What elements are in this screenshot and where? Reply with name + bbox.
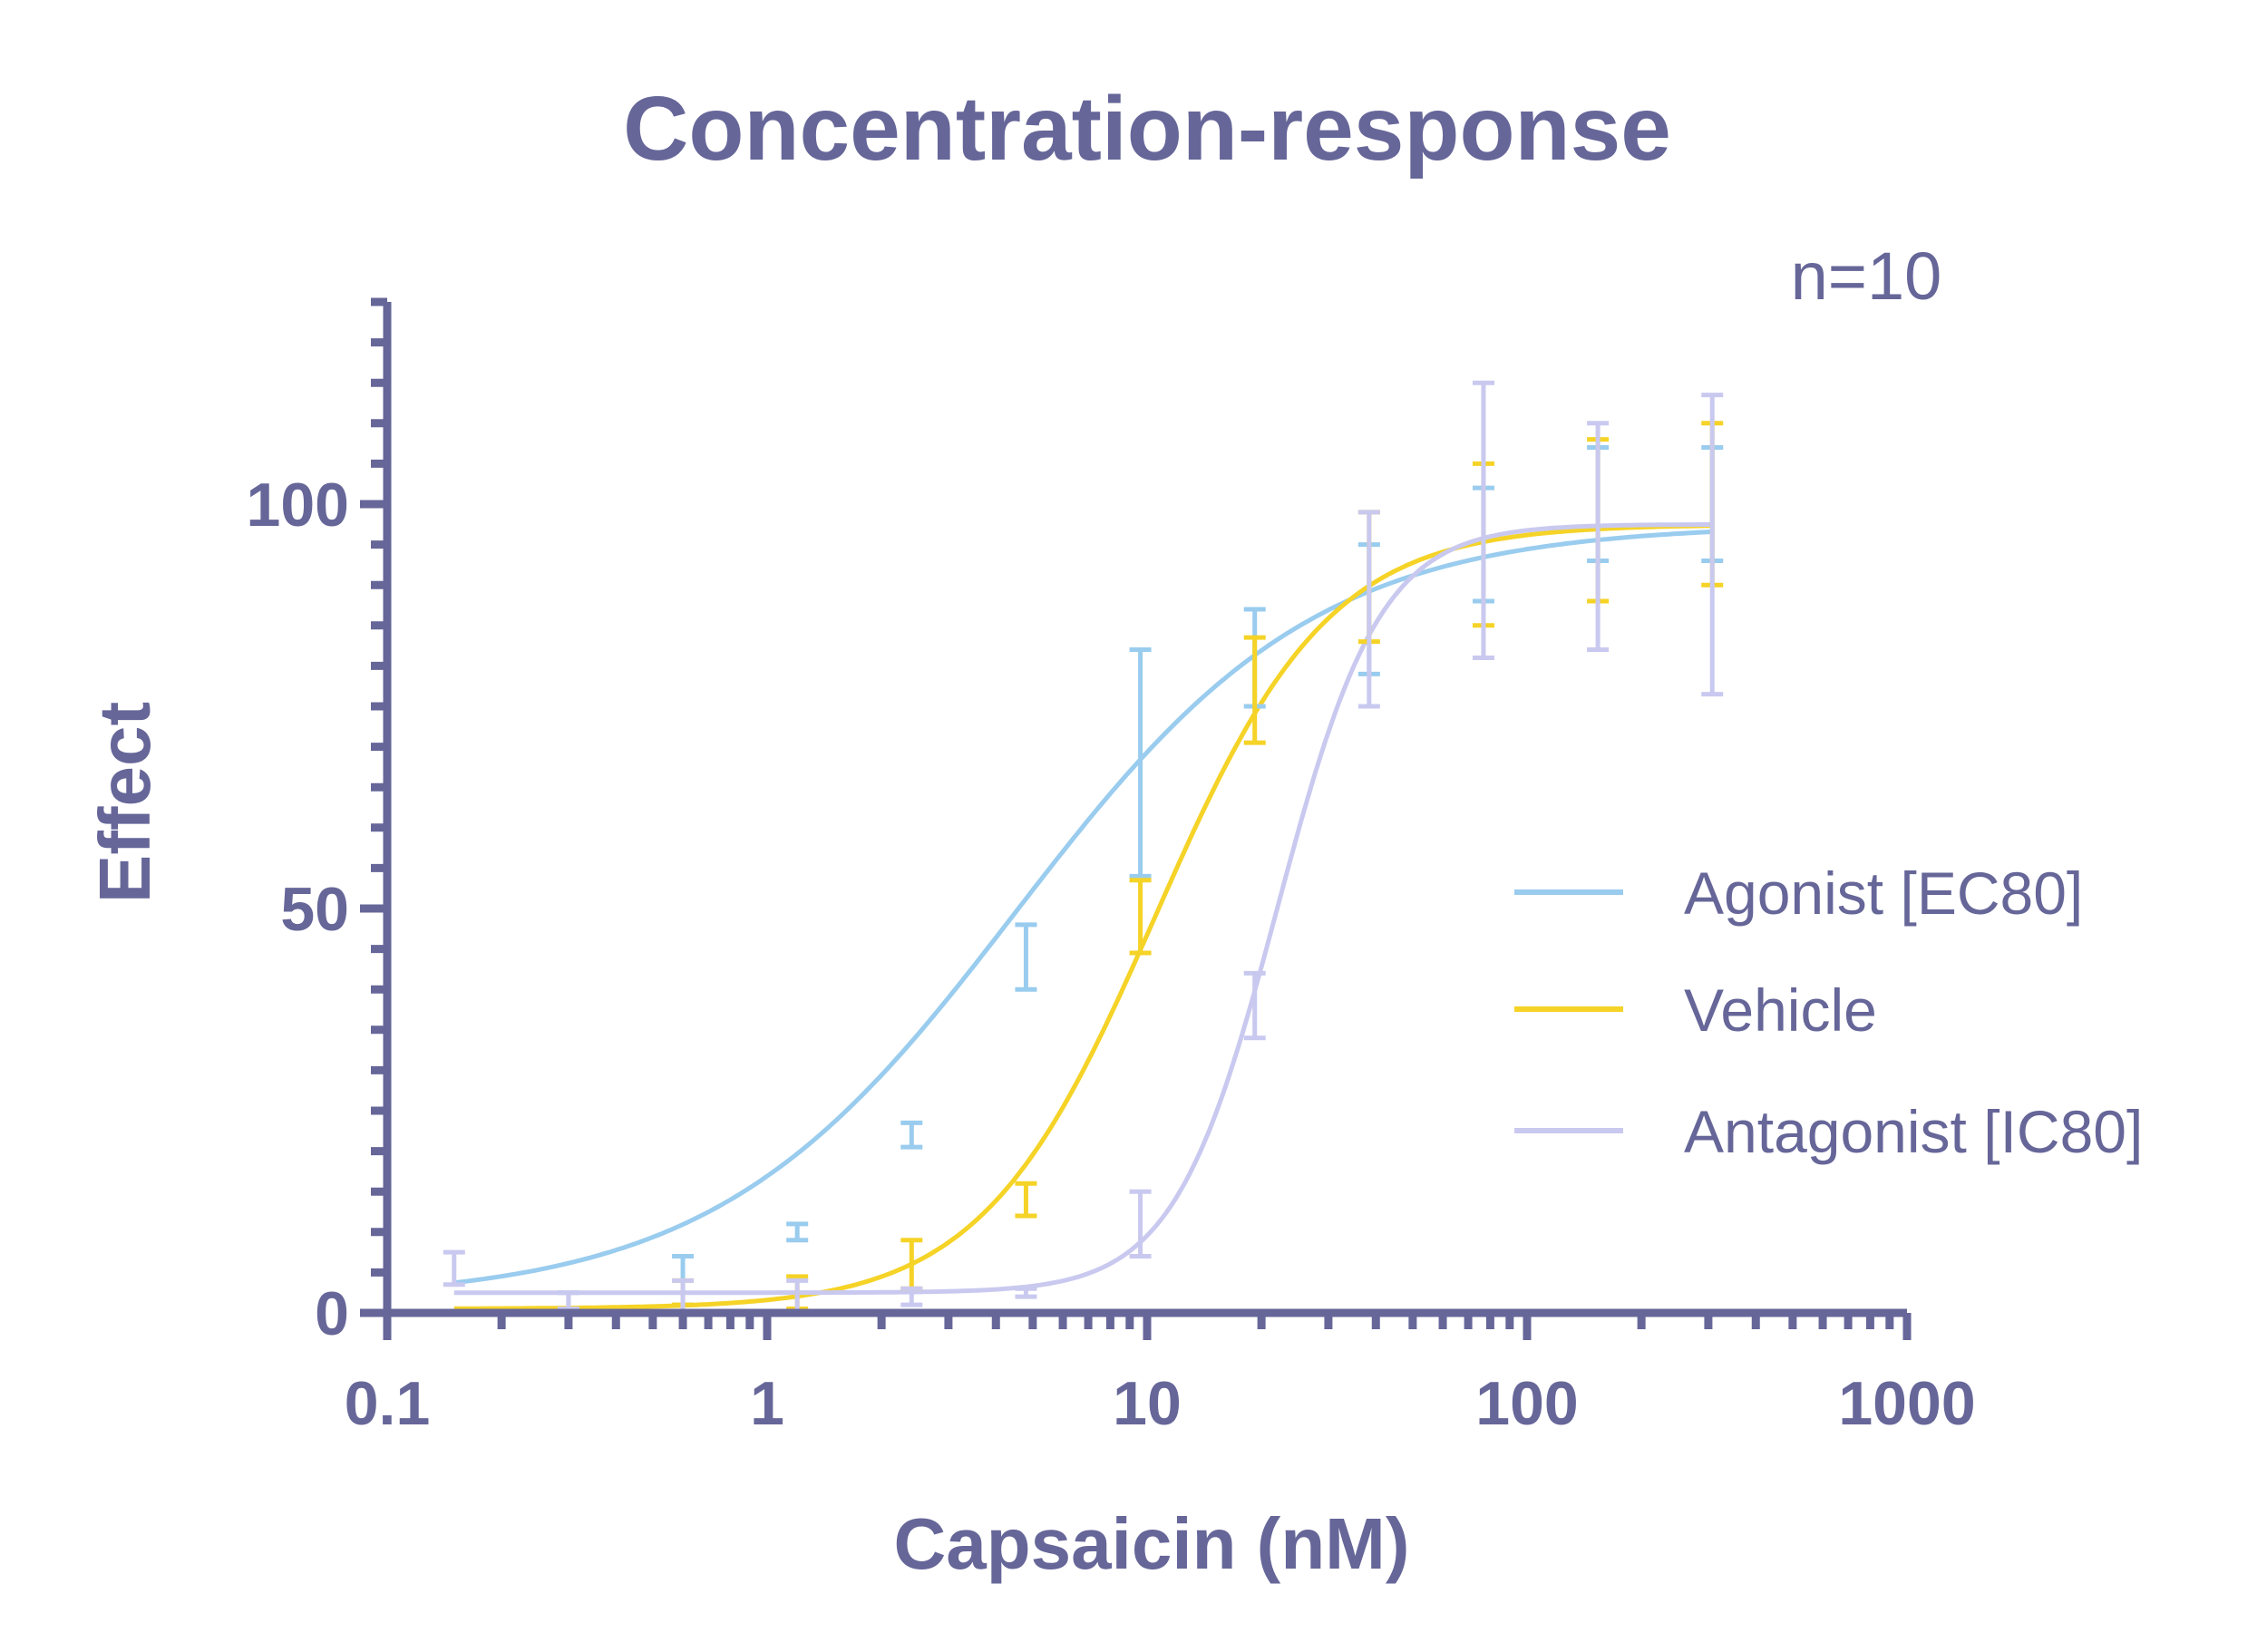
fit-curve-1	[453, 529, 1713, 1286]
legend-label: Agonist [EC80]	[1684, 860, 2083, 927]
y-tick-label: 0	[315, 1279, 349, 1348]
error-bars	[443, 380, 1724, 1316]
sample-size-annotation: n=10	[1791, 238, 1942, 314]
y-tick-label: 50	[280, 875, 349, 944]
x-tick-label: 0.1	[345, 1369, 431, 1438]
y-tick-label: 100	[247, 471, 349, 539]
error-bar	[900, 1238, 923, 1291]
error-bar	[1701, 393, 1724, 697]
error-bar	[1357, 510, 1380, 709]
legend-item: Agonist [EC80]	[1514, 860, 2083, 927]
error-bar	[1015, 922, 1037, 992]
error-bar	[900, 1120, 923, 1150]
error-bar	[1587, 421, 1610, 653]
error-bar	[443, 1249, 465, 1288]
error-bar	[1015, 1286, 1037, 1299]
x-tick-label: 1	[750, 1369, 784, 1438]
fit-curves	[453, 522, 1713, 1311]
error-bar	[900, 1286, 923, 1307]
y-axis-label: Effect	[84, 702, 165, 903]
legend-label: Antagonist [IC80]	[1684, 1098, 2143, 1165]
legend-item: Antagonist [IC80]	[1514, 1098, 2143, 1165]
error-bar	[1129, 647, 1152, 879]
legend-item: Vehicle	[1514, 977, 1877, 1044]
fit-curve-2	[453, 523, 1713, 1311]
x-tick-label: 10	[1113, 1369, 1182, 1438]
error-bar	[672, 1278, 695, 1316]
x-tick-label: 1000	[1838, 1369, 1975, 1438]
fit-curve-3	[453, 522, 1713, 1296]
legend-label: Vehicle	[1684, 977, 1877, 1044]
error-bar	[1243, 635, 1266, 745]
axes: 0 50 100 0.1 1 10 100 1000	[247, 297, 1976, 1438]
error-bar	[786, 1221, 809, 1243]
error-bar	[1129, 878, 1152, 956]
x-tick-label: 100	[1475, 1369, 1578, 1438]
error-bar	[1472, 380, 1494, 660]
chart-title: Concentration-response	[623, 78, 1671, 180]
x-axis-label: Capsaicin (nM)	[894, 1503, 1410, 1584]
error-bar	[1243, 970, 1266, 1041]
error-bar	[1015, 1181, 1037, 1219]
legend: Agonist [EC80] Vehicle Antagonist [IC80]	[1514, 860, 2143, 1165]
error-bar	[1129, 1189, 1152, 1259]
